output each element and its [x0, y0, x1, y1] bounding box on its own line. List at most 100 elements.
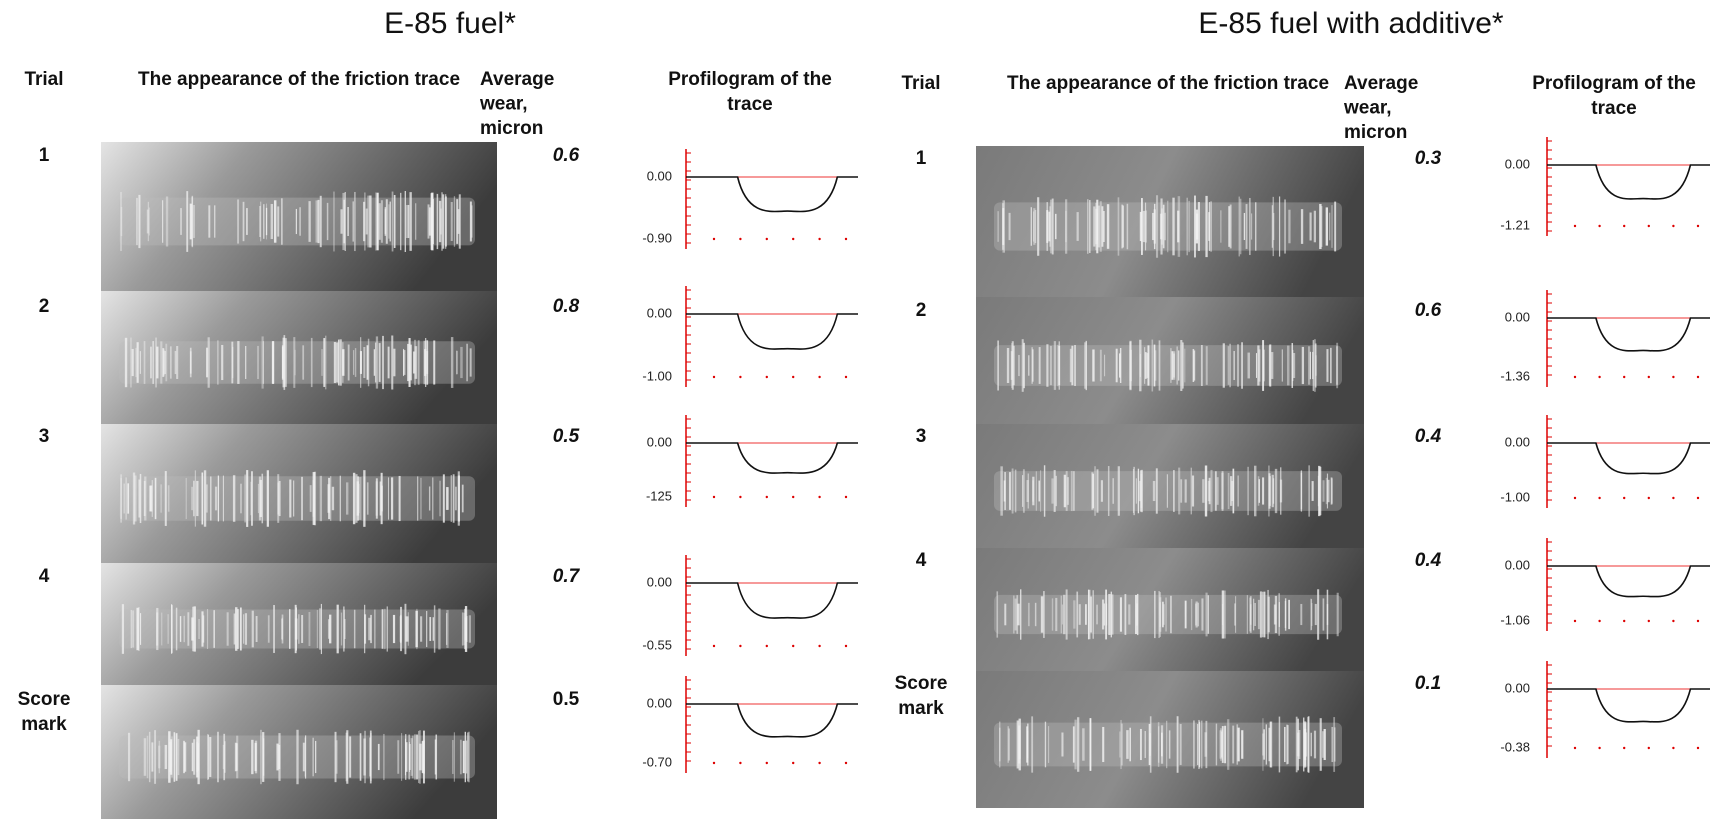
prof-grid-dot — [712, 495, 716, 499]
average-wear: 0.1 — [1415, 673, 1441, 694]
header-trial: Trial — [24, 69, 63, 90]
prof-grid-dot — [844, 761, 848, 765]
header-trial: Trial — [901, 73, 940, 94]
header-profilogram: trace — [1591, 98, 1636, 119]
prof-curve — [1547, 565, 1710, 598]
prof-bottom-label: -0.70 — [642, 754, 672, 769]
prof-bottom-label: -1.00 — [1500, 489, 1530, 504]
prof-grid-dot — [844, 644, 848, 648]
profilogram: 0.00 -125 — [646, 415, 858, 507]
friction-trace-image — [101, 685, 497, 819]
prof-grid-dot — [1598, 619, 1601, 623]
prof-curve — [686, 582, 858, 619]
profilogram: 0.00 -1.36 — [1500, 290, 1710, 387]
trace-band — [119, 197, 475, 246]
friction-trace-image — [976, 146, 1364, 297]
trial-label: mark — [898, 698, 944, 719]
prof-bottom-label: -0.38 — [1500, 739, 1530, 754]
header-wear: micron — [480, 118, 543, 139]
prof-grid-dot — [765, 375, 768, 379]
prof-grid-dot — [1623, 224, 1626, 228]
friction-trace-image — [101, 563, 497, 685]
header-appearance: The appearance of the friction trace — [138, 69, 460, 90]
prof-top-label: 0.00 — [647, 305, 672, 320]
prof-grid-dot — [739, 644, 742, 648]
average-wear: 0.6 — [1415, 300, 1442, 321]
prof-curve — [686, 176, 858, 213]
prof-grid-dot — [1573, 496, 1577, 500]
prof-grid-dot — [1672, 224, 1675, 228]
average-wear: 0.5 — [553, 426, 580, 447]
prof-grid-dot — [1696, 746, 1700, 750]
prof-curve — [686, 313, 858, 350]
trial-label: 1 — [39, 145, 50, 166]
average-wear: 0.7 — [553, 566, 581, 587]
friction-trace-image — [976, 671, 1364, 808]
prof-top-label: 0.00 — [647, 574, 672, 589]
prof-bottom-label: -1.36 — [1500, 368, 1530, 383]
prof-grid-dot — [765, 495, 768, 499]
prof-grid-dot — [818, 375, 821, 379]
prof-curve — [686, 442, 858, 474]
prof-curve — [1547, 688, 1710, 723]
prof-top-label: 0.00 — [1505, 680, 1530, 695]
trial-label: mark — [21, 714, 67, 735]
average-wear: 0.4 — [1415, 426, 1442, 447]
prof-curve — [1547, 317, 1710, 352]
trace-background — [976, 297, 1364, 424]
prof-grid-dot — [1647, 224, 1651, 228]
prof-bottom-label: -125 — [646, 488, 672, 503]
header-profilogram: Profilogram of the — [1532, 73, 1696, 94]
panel-title: E-85 fuel with additive* — [1198, 7, 1503, 40]
prof-grid-dot — [1672, 619, 1675, 623]
prof-curve — [1547, 164, 1710, 200]
prof-grid-dot — [844, 375, 848, 379]
header-profilogram: trace — [727, 94, 772, 115]
prof-bottom-label: -1.06 — [1500, 612, 1530, 627]
prof-grid-dot — [1598, 375, 1601, 379]
trial-label: 4 — [39, 566, 50, 587]
trace-background — [976, 146, 1364, 297]
prof-grid-dot — [1696, 375, 1700, 379]
prof-bottom-label: -0.55 — [642, 637, 672, 652]
prof-grid-dot — [844, 495, 848, 499]
prof-grid-dot — [712, 644, 716, 648]
prof-grid-dot — [792, 495, 795, 499]
prof-grid-dot — [792, 761, 795, 765]
prof-grid-dot — [818, 495, 821, 499]
friction-trace-image — [976, 548, 1364, 671]
trial-label: Score — [895, 673, 948, 694]
prof-top-label: 0.00 — [1505, 434, 1530, 449]
prof-top-label: 0.00 — [1505, 156, 1530, 171]
prof-top-label: 0.00 — [647, 434, 672, 449]
prof-grid-dot — [739, 375, 742, 379]
trial-label: 2 — [916, 300, 927, 321]
profilogram: 0.00 -1.00 — [642, 286, 858, 387]
average-wear: 0.6 — [553, 145, 580, 166]
prof-grid-dot — [1647, 496, 1651, 500]
prof-grid-dot — [739, 495, 742, 499]
prof-curve — [686, 703, 858, 738]
prof-grid-dot — [1573, 375, 1577, 379]
prof-bottom-label: -1.00 — [642, 368, 672, 383]
prof-grid-dot — [1573, 619, 1577, 623]
trace-background — [976, 424, 1364, 548]
profilogram: 0.00 -0.38 — [1500, 661, 1710, 758]
prof-top-label: 0.00 — [1505, 309, 1530, 324]
header-wear: Average — [1344, 73, 1418, 94]
friction-trace-image — [101, 291, 497, 424]
prof-grid-dot — [844, 237, 848, 241]
prof-grid-dot — [1672, 746, 1675, 750]
header-wear: Average — [480, 69, 554, 90]
friction-trace-image — [976, 424, 1364, 548]
profilogram: 0.00 -0.55 — [642, 555, 858, 656]
prof-curve — [1547, 442, 1710, 475]
header-wear: micron — [1344, 122, 1407, 143]
prof-grid-dot — [1598, 746, 1601, 750]
header-wear: wear, — [1343, 98, 1392, 119]
trace-band — [119, 476, 475, 521]
trial-label: 4 — [916, 550, 927, 571]
header-profilogram: Profilogram of the — [668, 69, 832, 90]
profilogram: 0.00 -1.21 — [1500, 137, 1710, 236]
